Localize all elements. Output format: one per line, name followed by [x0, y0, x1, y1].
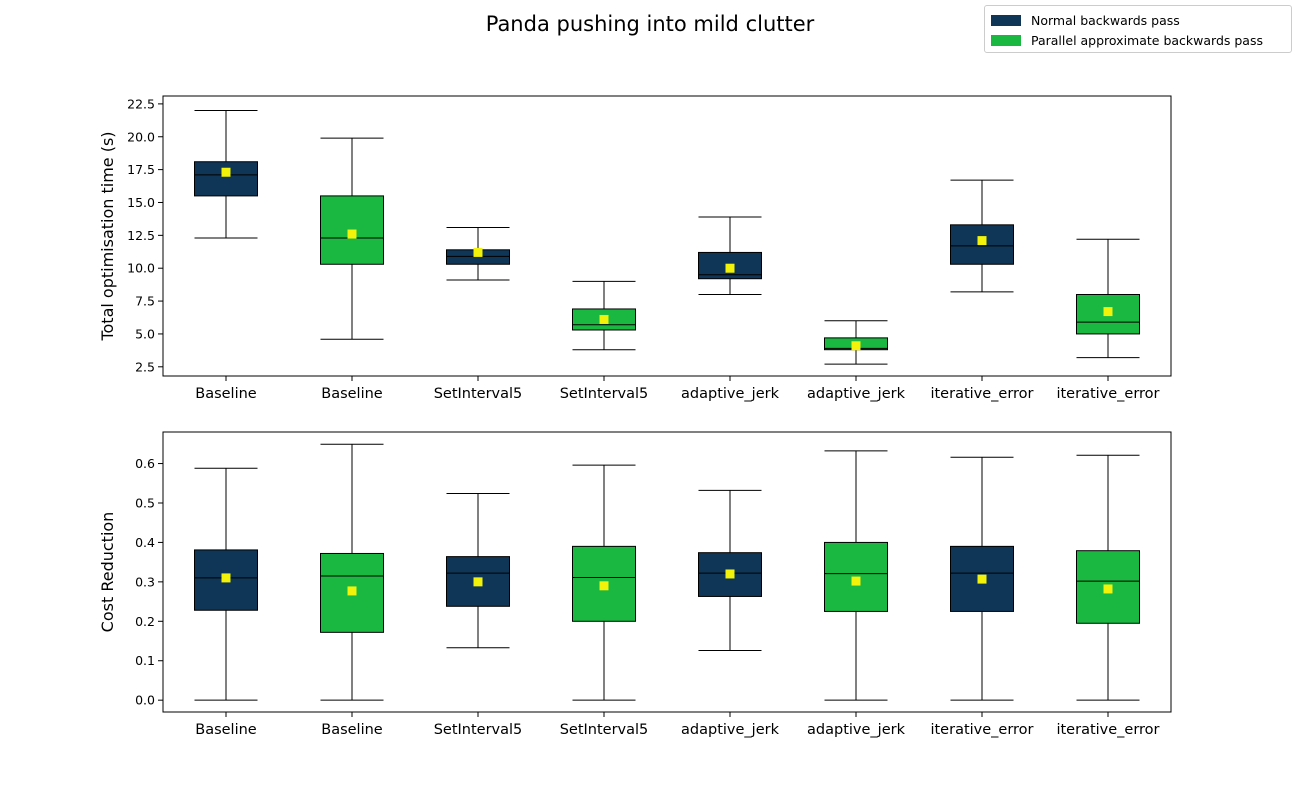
mean-marker [473, 577, 483, 587]
time-box-7 [950, 179, 1014, 293]
cost-xtick-label: adaptive_jerk [681, 722, 780, 738]
cost-box-5 [698, 489, 762, 651]
time-ytick-label: 5.0 [135, 326, 155, 341]
time-ytick-label: 7.5 [135, 294, 155, 309]
cost-box-4 [572, 464, 636, 701]
time-xtick-label: Baseline [321, 386, 383, 402]
mean-marker [599, 314, 609, 324]
cost-box-8 [1076, 454, 1140, 701]
cost-ytick-label: 0.6 [135, 456, 155, 471]
mean-marker [851, 341, 861, 351]
mean-marker [473, 247, 483, 257]
mean-marker [221, 573, 231, 583]
mean-marker [851, 576, 861, 586]
time-xtick-label: iterative_error [1056, 386, 1159, 402]
mean-marker [725, 263, 735, 273]
legend-swatch-normal [991, 14, 1021, 26]
time-box-3 [446, 226, 510, 281]
legend-label-normal: Normal backwards pass [1031, 12, 1180, 28]
cost-xtick-label: SetInterval5 [434, 722, 523, 738]
mean-marker [347, 229, 357, 239]
mean-marker [599, 581, 609, 591]
time-ytick-label: 22.5 [127, 96, 155, 111]
legend: Normal backwards pass Parallel approxima… [984, 5, 1292, 53]
box-iqr [194, 161, 258, 197]
cost-xtick-label: Baseline [195, 722, 257, 738]
time-box-6 [824, 320, 888, 365]
cost-ytick-label: 0.4 [135, 535, 155, 550]
time-ylabel: Total optimisation time (s) [98, 131, 117, 341]
cost-ylabel: Cost Reduction [98, 512, 117, 633]
time-ytick-label: 15.0 [127, 195, 155, 210]
mean-marker [221, 167, 231, 177]
cost-xtick-label: iterative_error [1056, 722, 1159, 738]
time-box-5 [698, 216, 762, 295]
cost-xtick-label: adaptive_jerk [807, 722, 906, 738]
cost-box-3 [446, 493, 510, 649]
cost-box-7 [950, 456, 1014, 701]
mean-marker [1103, 584, 1113, 594]
cost-ytick-label: 0.5 [135, 495, 155, 510]
time-xtick-label: SetInterval5 [434, 386, 523, 402]
cost-xtick-label: SetInterval5 [560, 722, 649, 738]
cost-box-1 [194, 467, 258, 701]
legend-item-parallel: Parallel approximate backwards pass [991, 30, 1291, 50]
time-box-2 [320, 137, 384, 340]
mean-marker [725, 569, 735, 579]
cost-box-6 [824, 450, 888, 701]
time-xtick-label: Baseline [195, 386, 257, 402]
figure-title: Panda pushing into mild clutter [485, 12, 815, 36]
time-box-1 [194, 109, 258, 239]
time-box-8 [1076, 238, 1140, 359]
time-ytick-label: 12.5 [127, 228, 155, 243]
time-xtick-label: iterative_error [930, 386, 1033, 402]
cost-xtick-label: iterative_error [930, 722, 1033, 738]
cost-axes-frame [162, 431, 1172, 713]
time-ytick-label: 10.0 [127, 261, 155, 276]
mean-marker [977, 236, 987, 246]
cost-ytick-label: 0.1 [135, 653, 155, 668]
time-ytick-label: 20.0 [127, 129, 155, 144]
cost-ytick-label: 0.2 [135, 614, 155, 629]
cost-box-2 [320, 443, 384, 701]
mean-marker [977, 574, 987, 584]
cost-ytick-label: 0.0 [135, 693, 155, 708]
mean-marker [1103, 307, 1113, 317]
time-xtick-label: adaptive_jerk [807, 386, 906, 402]
time-ytick-label: 2.5 [135, 359, 155, 374]
cost-ytick-label: 0.3 [135, 574, 155, 589]
legend-swatch-parallel [991, 34, 1021, 46]
legend-item-normal: Normal backwards pass [991, 10, 1291, 30]
time-box-4 [572, 280, 636, 351]
time-axes-frame [162, 95, 1172, 377]
mean-marker [347, 586, 357, 596]
box-iqr [950, 224, 1014, 265]
cost-xtick-label: Baseline [321, 722, 383, 738]
legend-label-parallel: Parallel approximate backwards pass [1031, 32, 1263, 48]
time-xtick-label: SetInterval5 [560, 386, 649, 402]
time-ytick-label: 17.5 [127, 162, 155, 177]
time-xtick-label: adaptive_jerk [681, 386, 780, 402]
